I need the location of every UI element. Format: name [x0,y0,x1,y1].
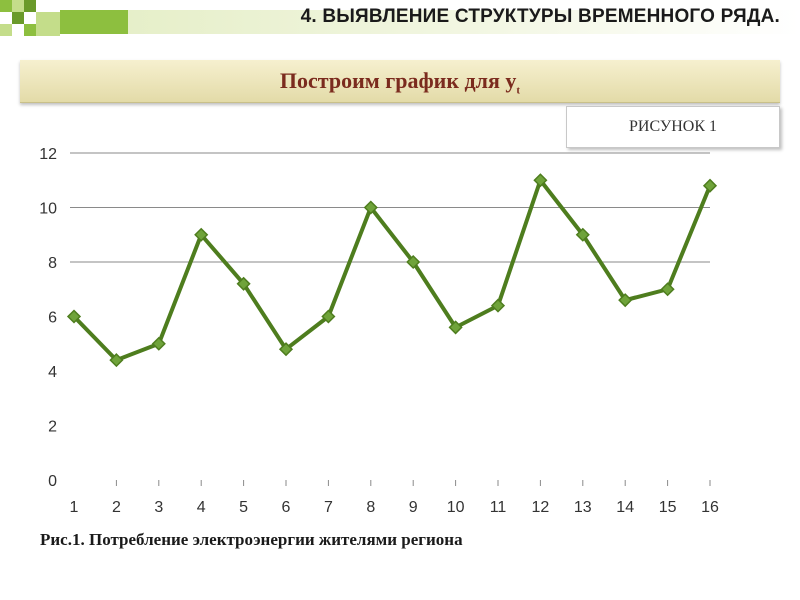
x-tick-label: 2 [112,499,121,516]
x-tick-label: 16 [701,499,719,516]
x-tick-label: 7 [324,499,333,516]
data-point-marker [702,178,718,193]
subtitle-banner: Построим график для yt [20,60,780,103]
data-point-marker [490,298,506,313]
y-tick-label: 12 [39,146,57,163]
y-tick-label: 6 [48,310,57,327]
y-axis-tick-labels: 0 2 4 6 8 10 12 [39,146,57,490]
x-tick-label: 9 [409,499,418,516]
data-point-marker [236,276,251,291]
data-point-marker [533,173,548,188]
data-point-marker [660,282,675,297]
y-tick-label: 0 [48,473,57,490]
subtitle-text: Построим график для yt [279,68,521,97]
data-point-marker [66,309,82,324]
data-point-marker [575,227,590,242]
x-tick-label: 13 [574,499,592,516]
x-axis-tick-labels: 1 2 3 4 5 6 7 8 9 10 11 12 13 14 15 16 [70,499,719,516]
x-tick-label: 4 [197,499,206,516]
data-point-marker [363,200,378,215]
subtitle-main: Построим график для y [279,68,517,93]
x-tick-label: 1 [70,499,79,516]
x-tick-label: 8 [366,499,375,516]
x-tick-marks [115,480,711,486]
data-point-marker [109,353,124,368]
data-point-marker [151,336,166,351]
data-point-marker [278,342,294,357]
series-line [72,178,712,363]
figure-label-box: РИСУНОК 1 [566,106,780,148]
x-tick-label: 14 [616,499,634,516]
x-tick-label: 12 [532,499,550,516]
data-point-marker [448,320,463,335]
figure-caption: Рис.1. Потребление электроэнергии жителя… [40,530,463,549]
x-tick-label: 11 [490,499,507,516]
y-tick-label: 4 [48,364,57,381]
data-point-marker [618,293,633,308]
header-bar: 4. ВЫЯВЛЕНИЕ СТРУКТУРЫ ВРЕМЕННОГО РЯДА. [0,0,800,44]
subtitle-subscript: t [516,84,521,97]
x-tick-label: 3 [154,499,163,516]
grid-lines [70,152,710,263]
slide-title: 4. ВЫЯВЛЕНИЕ СТРУКТУРЫ ВРЕМЕННОГО РЯДА. [300,6,780,27]
x-tick-label: 10 [447,499,465,516]
data-point-marker [321,309,336,324]
y-tick-label: 2 [48,419,57,436]
series-group [66,173,718,368]
decorative-squares [0,0,130,44]
x-tick-label: 6 [282,499,291,516]
header-gradient-line [128,10,800,34]
x-tick-label: 15 [659,499,677,516]
y-tick-label: 10 [39,201,57,218]
data-point-marker [406,254,421,270]
y-tick-label: 8 [48,255,57,272]
x-tick-label: 5 [239,499,248,516]
data-point-marker [194,227,209,242]
